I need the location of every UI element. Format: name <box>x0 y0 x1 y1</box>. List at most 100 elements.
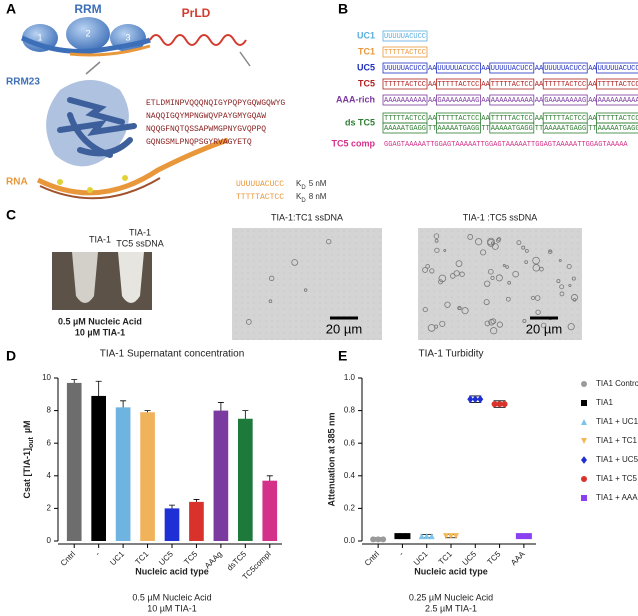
sequence-link: AA <box>481 97 490 105</box>
protein-structure <box>36 80 229 200</box>
sequence-box <box>489 62 535 74</box>
bar <box>66 382 82 541</box>
y-tick-label: 4 <box>47 471 52 480</box>
y-tick-label: 8 <box>47 406 52 415</box>
y-tick-label: 0.8 <box>344 406 356 415</box>
footnote: 0.25 µM Nucleic Acid <box>409 592 493 602</box>
sequence: UUUUUACUCC <box>598 65 638 73</box>
droplet <box>505 296 511 302</box>
droplet <box>512 270 519 278</box>
sequence-box <box>382 94 428 106</box>
sequence-box <box>596 122 638 134</box>
droplet <box>570 294 578 301</box>
sequence-box <box>542 62 588 74</box>
x-tick-label: dsTC5 <box>225 549 248 572</box>
sequence-link: AA <box>588 97 597 105</box>
droplet <box>496 237 502 242</box>
x-tick-label: Cntrl <box>59 549 77 567</box>
data-point <box>423 533 430 540</box>
sequence-link: TT <box>428 125 436 133</box>
sequence-link: AA <box>535 115 544 123</box>
sequence-box <box>435 78 481 90</box>
scale-label: 20 µm <box>326 321 362 336</box>
sequence: AAAAAAAAAA <box>491 97 534 105</box>
sequence: AAAAAAAAAA <box>598 97 638 105</box>
droplet <box>326 239 332 245</box>
droplet <box>439 320 446 327</box>
sequence-name: UC5 <box>357 62 375 72</box>
sequence-box <box>542 94 588 106</box>
domain-diagram <box>20 17 251 75</box>
micrograph <box>232 228 382 340</box>
droplet <box>453 270 460 277</box>
domain-number: 3 <box>125 32 130 42</box>
x-axis-label: Nucleic acid type <box>135 566 209 576</box>
legend-marker <box>581 419 587 425</box>
x-tick-label: - <box>93 549 101 557</box>
droplet <box>459 271 465 277</box>
tube-label: TIA-1 <box>129 227 151 237</box>
droplet <box>496 321 503 328</box>
droplet <box>522 318 527 323</box>
sequence-box <box>596 62 638 74</box>
sequence-name: TC1 <box>358 46 375 56</box>
data-point <box>443 533 449 540</box>
panel-label: B <box>338 1 348 17</box>
data-point <box>375 536 382 543</box>
sequence-link: AA <box>428 65 437 73</box>
droplet <box>487 237 495 246</box>
sequence: TTTTTACTCC <box>598 115 638 123</box>
y-axis-label: Attenuation at 385 nm <box>326 412 336 506</box>
sequence: TTTTTACTCC <box>491 115 533 123</box>
droplet <box>571 276 576 281</box>
droplet <box>269 275 275 281</box>
legend-label: TIA1 + TC5 <box>596 474 638 483</box>
droplet <box>540 322 547 329</box>
droplet <box>422 267 428 273</box>
sequence-line: GQNGSMLPNQPSGYRVAGYETQ <box>146 138 252 147</box>
sequence: TTTTTACTCC <box>384 49 426 57</box>
droplet <box>516 240 522 246</box>
panel-label: C <box>6 207 16 223</box>
data-point <box>501 401 508 408</box>
tube <box>118 252 144 303</box>
sequence-link: AA <box>535 81 544 89</box>
sequence-name: UC1 <box>357 30 375 40</box>
droplet <box>502 264 506 267</box>
droplet <box>534 295 541 301</box>
droplet <box>530 295 536 300</box>
panel-label: A <box>6 1 16 17</box>
tube <box>72 252 98 303</box>
data-point <box>380 536 387 543</box>
sequence-box <box>596 78 638 90</box>
footnote: 2.5 µM TIA-1 <box>425 603 477 613</box>
bar <box>115 407 131 541</box>
data-point <box>370 536 377 543</box>
sequence-link: AA <box>588 81 597 89</box>
sequence-link: AA <box>588 115 597 123</box>
x-tick-label: TC5 <box>182 549 199 566</box>
sequence-box <box>489 122 535 134</box>
droplet <box>461 307 469 315</box>
sequence-link: AA <box>481 81 490 89</box>
sequence-link: AA <box>535 65 544 73</box>
sequence-box <box>382 62 428 74</box>
sequence-link: AA <box>481 115 490 123</box>
droplet <box>429 268 435 274</box>
droplet <box>438 279 444 285</box>
droplet <box>524 248 529 253</box>
y-tick-label: 0.6 <box>344 438 356 447</box>
legend-marker <box>581 456 587 464</box>
legend-label: TIA1 <box>596 398 613 407</box>
rna-label: RNA <box>6 177 28 188</box>
droplet <box>455 260 463 267</box>
condition: 0.5 µM Nucleic Acid <box>58 316 142 326</box>
data-point <box>525 533 532 540</box>
domain-label: RRM <box>74 2 101 16</box>
sequence-link: TT <box>481 125 489 133</box>
sequence-box <box>542 78 588 90</box>
legend-label: TIA1 + UC5 <box>596 455 638 464</box>
sequence-link: TT <box>535 125 543 133</box>
droplet <box>434 324 439 329</box>
